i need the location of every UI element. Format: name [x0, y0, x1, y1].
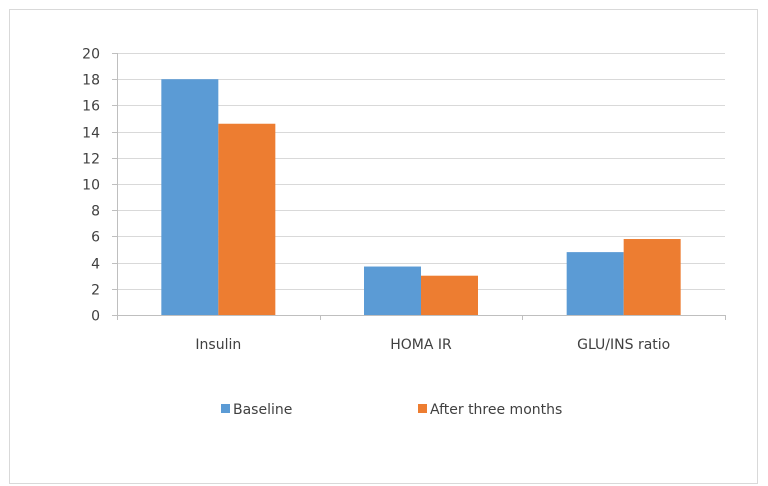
legend-swatch — [221, 404, 230, 413]
x-category-label: HOMA IR — [390, 337, 452, 353]
bar-glu-ins-ratio-after-three-months — [624, 239, 681, 315]
bar-homa-ir-baseline — [364, 267, 421, 315]
bar-insulin-after-three-months — [218, 124, 275, 315]
y-tick-label: 6 — [91, 230, 100, 246]
bar-glu-ins-ratio-baseline — [567, 252, 624, 315]
y-tick-label: 16 — [82, 99, 100, 115]
x-category-label: Insulin — [195, 337, 241, 353]
y-tick-label: 2 — [91, 283, 100, 299]
y-tick-label: 10 — [82, 178, 100, 194]
legend-swatch — [418, 404, 427, 413]
y-tick-label: 20 — [82, 47, 100, 63]
bars — [161, 79, 680, 315]
y-tick-label: 0 — [91, 309, 100, 325]
y-tick-label: 4 — [91, 257, 100, 273]
bar-homa-ir-after-three-months — [421, 276, 478, 315]
x-category-label: GLU/INS ratio — [577, 337, 670, 353]
legend-label: Baseline — [233, 402, 292, 418]
legend: Baseline After three months — [221, 402, 562, 418]
y-tick-label: 18 — [82, 73, 100, 89]
y-tick-label: 8 — [91, 204, 100, 220]
y-tick-label: 12 — [82, 152, 100, 168]
bar-insulin-baseline — [161, 79, 218, 315]
legend-label: After three months — [430, 402, 562, 418]
y-tick-label: 14 — [82, 126, 100, 142]
